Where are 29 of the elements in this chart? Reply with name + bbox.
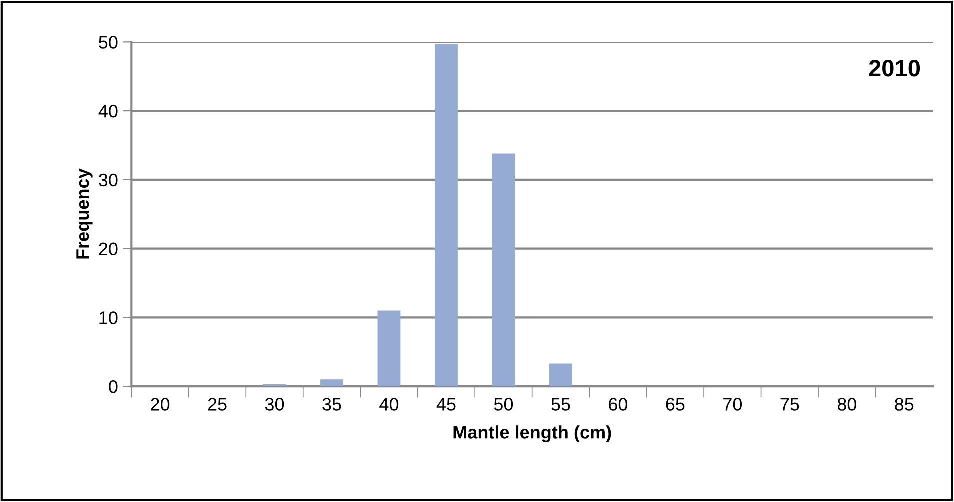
y-axis-title: Frequency [76, 168, 93, 259]
bar [435, 44, 458, 387]
y-tick-label: 20 [99, 242, 118, 256]
x-tick-label: 55 [552, 398, 570, 411]
x-tick-label: 35 [322, 398, 342, 411]
y-tick-label: 40 [98, 104, 118, 118]
y-tick-label: 50 [99, 36, 118, 49]
x-tick-label: 70 [724, 398, 742, 411]
x-tick-label: 75 [780, 398, 800, 411]
x-tick-label: 50 [494, 398, 514, 411]
x-tick-label: 25 [208, 398, 227, 411]
x-tick-label: 45 [436, 398, 456, 411]
bar [320, 380, 344, 387]
y-tick-label: 0 [109, 380, 118, 394]
x-tick-label: 30 [265, 398, 284, 411]
x-tick-label: 85 [895, 398, 914, 411]
bar [378, 310, 401, 387]
x-tick-label: 40 [380, 398, 399, 411]
y-tick-label: 10 [100, 312, 118, 324]
bar [263, 384, 286, 387]
text: 2010 [869, 60, 920, 77]
x-tick-label: 60 [609, 398, 628, 411]
bar [550, 364, 572, 387]
y-tick-label: 30 [99, 174, 118, 187]
bar [492, 154, 516, 387]
x-axis-title: Mantle length (cm) [454, 426, 612, 443]
x-tick-label: 65 [666, 398, 685, 411]
x-tick-label: 80 [838, 398, 856, 411]
x-tick-label: 20 [151, 398, 170, 411]
